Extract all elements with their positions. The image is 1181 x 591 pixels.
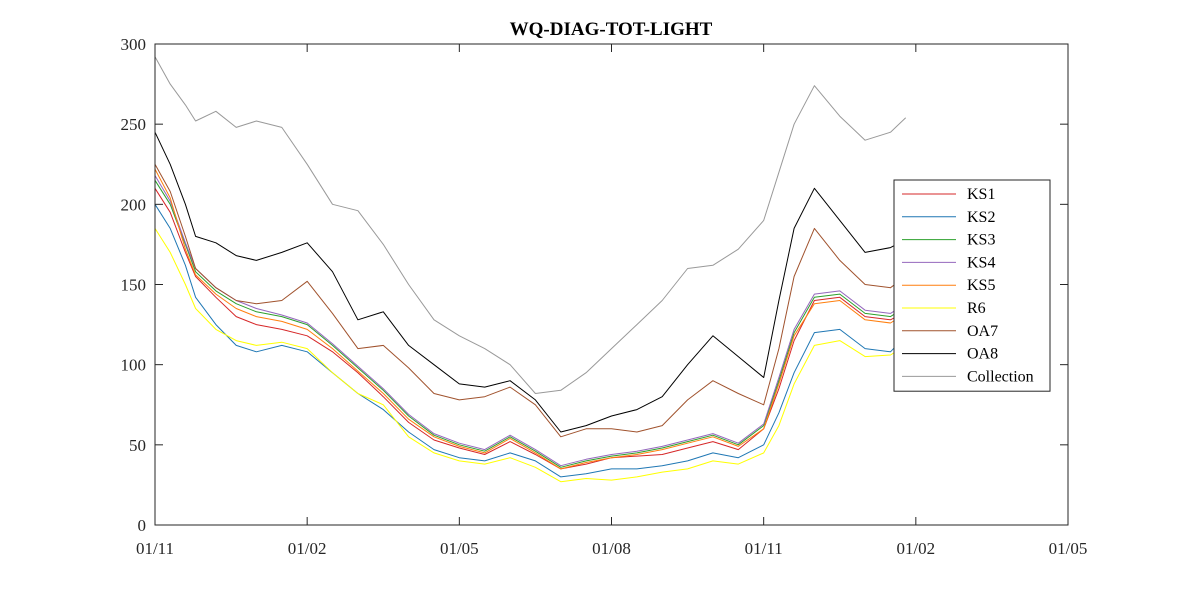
series-line-oa7: [154, 164, 906, 438]
legend-label-collection: Collection: [967, 368, 1034, 385]
legend-label-ks1: KS1: [967, 186, 995, 203]
legend-label-ks5: KS5: [967, 277, 995, 294]
series-line-ks2: [154, 204, 907, 478]
chart-title: WQ-DIAG-TOT-LIGHT: [510, 19, 713, 40]
x-tick-label: 01/11: [136, 539, 174, 558]
y-tick-label: 250: [121, 115, 147, 134]
series-line-ks3: [154, 180, 906, 468]
y-tick-label: 300: [121, 35, 147, 54]
y-tick-label: 150: [121, 276, 147, 295]
series-line-ks1: [154, 188, 906, 470]
y-tick-label: 200: [121, 195, 147, 214]
legend: KS1 KS2 KS3 KS4 KS5 R6 OA7 OA8 Collection: [893, 179, 1051, 392]
x-tick-label: 01/02: [288, 539, 327, 558]
legend-label-ks4: KS4: [967, 254, 995, 271]
x-tick-label: 01/11: [745, 539, 783, 558]
y-tick-label: 0: [138, 516, 147, 535]
legend-label-ks2: KS2: [967, 209, 995, 226]
x-tick-label: 01/05: [440, 539, 479, 558]
series-line-ks5: [154, 168, 906, 470]
series-line-ks4: [154, 175, 906, 467]
x-tick-label: 01/05: [1049, 539, 1088, 558]
x-tick-label: 01/02: [896, 539, 935, 558]
legend-label-oa8: OA8: [967, 346, 998, 363]
series-line-collection: [154, 56, 907, 394]
y-tick-label: 100: [121, 356, 147, 375]
legend-label-ks3: KS3: [967, 232, 995, 249]
legend-label-oa7: OA7: [967, 323, 998, 340]
legend-label-r6: R6: [967, 300, 986, 317]
axes: 0 50 100 150 200 250 300 01/11 01/02 01/05 01/08 01…: [121, 35, 1088, 558]
plot-lines: [154, 56, 907, 483]
x-tick-label: 01/08: [592, 539, 631, 558]
series-line-r6: [154, 228, 906, 483]
y-tick-label: 50: [129, 436, 146, 455]
series-line-oa8: [154, 131, 906, 433]
